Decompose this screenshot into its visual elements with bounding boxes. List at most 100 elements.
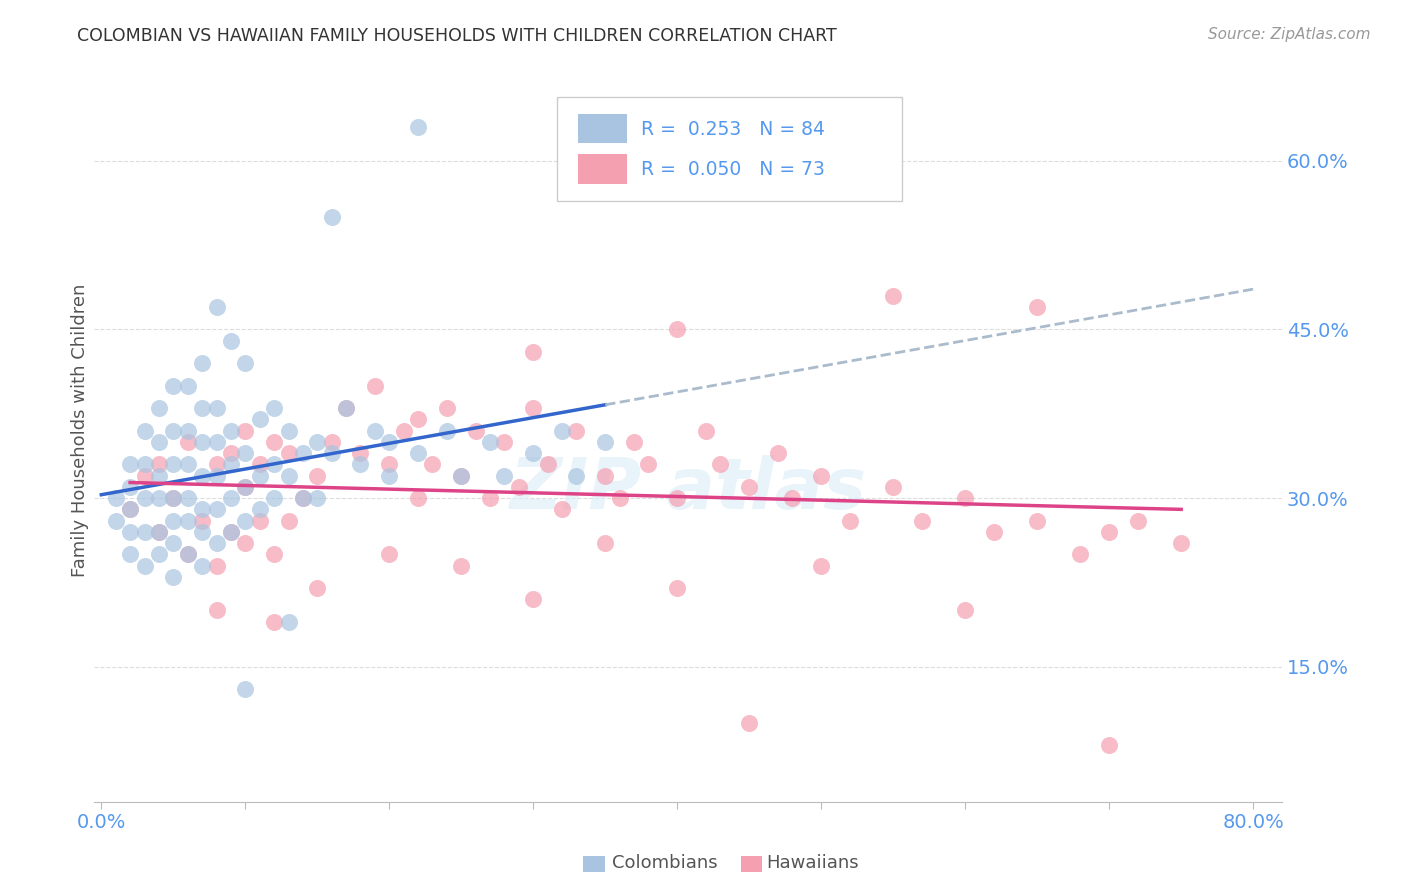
Point [291, 491, 314, 505]
Point [219, 334, 242, 348]
Point [162, 570, 184, 584]
Point [349, 458, 371, 472]
Point [277, 424, 299, 438]
Point [406, 120, 429, 134]
Point [148, 458, 170, 472]
Text: Source: ZipAtlas.com: Source: ZipAtlas.com [1208, 27, 1371, 42]
Text: ZIP atlas: ZIP atlas [509, 456, 866, 524]
Point [378, 468, 401, 483]
Point [104, 491, 127, 505]
Point [205, 502, 228, 516]
Point [233, 424, 256, 438]
Point [263, 401, 285, 416]
Point [637, 458, 659, 472]
Point [219, 524, 242, 539]
Point [882, 480, 904, 494]
Point [233, 446, 256, 460]
Text: Colombians: Colombians [612, 855, 717, 872]
Point [120, 458, 142, 472]
Point [666, 322, 689, 336]
Point [378, 547, 401, 561]
Point [249, 412, 271, 426]
Point [953, 491, 976, 505]
Point [565, 468, 588, 483]
Point [911, 514, 934, 528]
Point [191, 401, 214, 416]
Point [120, 502, 142, 516]
Point [134, 468, 156, 483]
Point [233, 536, 256, 550]
Point [249, 514, 271, 528]
Point [120, 502, 142, 516]
Point [219, 446, 242, 460]
Point [177, 434, 200, 449]
Point [177, 547, 200, 561]
Point [277, 468, 299, 483]
Point [321, 434, 343, 449]
Point [436, 401, 458, 416]
Point [593, 468, 616, 483]
Point [436, 424, 458, 438]
Point [522, 401, 544, 416]
Point [249, 502, 271, 516]
Point [205, 401, 228, 416]
Point [364, 424, 387, 438]
Point [522, 446, 544, 460]
Point [810, 558, 832, 573]
Point [219, 491, 242, 505]
Point [464, 424, 486, 438]
Point [134, 424, 156, 438]
Point [191, 468, 214, 483]
Point [134, 524, 156, 539]
Point [233, 356, 256, 370]
Point [623, 434, 645, 449]
Point [882, 288, 904, 302]
Point [494, 434, 516, 449]
Point [148, 491, 170, 505]
Point [349, 446, 371, 460]
Point [291, 491, 314, 505]
Point [191, 514, 214, 528]
Point [277, 446, 299, 460]
Point [263, 547, 285, 561]
Point [177, 491, 200, 505]
Point [249, 458, 271, 472]
Point [537, 458, 560, 472]
Point [205, 468, 228, 483]
Point [364, 378, 387, 392]
Point [191, 558, 214, 573]
Point [148, 468, 170, 483]
Point [551, 502, 574, 516]
Point [406, 412, 429, 426]
Point [406, 491, 429, 505]
Point [120, 524, 142, 539]
Point [177, 514, 200, 528]
Point [307, 468, 329, 483]
Point [263, 434, 285, 449]
Text: R =  0.253   N = 84: R = 0.253 N = 84 [641, 120, 824, 139]
Point [551, 424, 574, 438]
Point [593, 434, 616, 449]
Point [162, 378, 184, 392]
Point [219, 424, 242, 438]
Point [277, 514, 299, 528]
Point [406, 446, 429, 460]
Point [177, 424, 200, 438]
Text: COLOMBIAN VS HAWAIIAN FAMILY HOUSEHOLDS WITH CHILDREN CORRELATION CHART: COLOMBIAN VS HAWAIIAN FAMILY HOUSEHOLDS … [77, 27, 837, 45]
Point [148, 547, 170, 561]
Point [191, 356, 214, 370]
Point [162, 424, 184, 438]
Point [839, 514, 862, 528]
Point [177, 547, 200, 561]
Point [321, 210, 343, 224]
Point [263, 458, 285, 472]
Point [263, 491, 285, 505]
Point [205, 536, 228, 550]
Point [148, 524, 170, 539]
Point [307, 434, 329, 449]
Point [1069, 547, 1091, 561]
Y-axis label: Family Households with Children: Family Households with Children [72, 284, 89, 577]
Point [810, 468, 832, 483]
Point [177, 378, 200, 392]
Point [593, 536, 616, 550]
